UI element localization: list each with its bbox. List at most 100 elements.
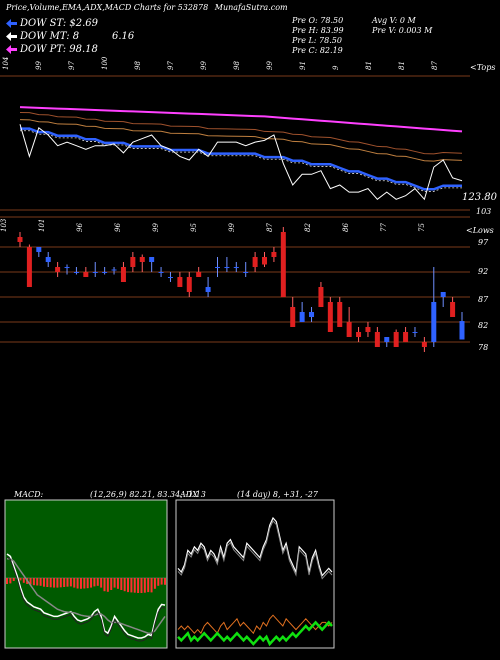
ema-top-label: 97: [68, 61, 76, 70]
candle-body: [36, 247, 42, 252]
candle-body: [309, 312, 315, 317]
adx-panel: [175, 499, 335, 649]
ema-top-label: 97: [167, 61, 175, 70]
candle-top-label: 77: [380, 223, 388, 232]
candle-body: [403, 332, 409, 342]
ema-top-label: 81: [365, 61, 373, 70]
prev-high: Pre H: 83.99: [292, 26, 344, 35]
candle-body: [196, 272, 202, 277]
candle-panel: 103 101 96 96 99 95 99 87 82 86 77 75: [0, 216, 470, 352]
macd-signal-line: [7, 558, 166, 634]
dow-mt-extra: 6.16: [112, 31, 135, 42]
adx-params: (14 day) 8, +31, -27: [237, 490, 318, 499]
ema-top-label: 104: [2, 57, 10, 70]
candle-body: [356, 332, 362, 337]
candle-body: [92, 272, 98, 273]
ema-dashed-line: [20, 130, 462, 192]
axis-label-87: 87: [478, 295, 489, 304]
candle-body: [346, 322, 352, 337]
candle-body: [102, 272, 108, 273]
candle-body: [271, 252, 277, 257]
candle-body: [450, 302, 456, 317]
candle-body: [233, 267, 239, 268]
dow-st-row: DOW ST: $2.69: [6, 18, 98, 29]
dow-st-label: DOW ST: $2.69: [20, 18, 99, 29]
ema-top-label: 99: [200, 61, 208, 70]
candle-body: [120, 267, 126, 282]
dow-pt-arrow-icon: [6, 45, 17, 54]
candle-top-label: 75: [418, 223, 426, 232]
candle-body: [252, 257, 258, 267]
candle-body: [55, 267, 61, 272]
candle-body: [365, 327, 371, 332]
candle-body: [158, 272, 164, 273]
prev-open: Pre O: 78.50: [292, 16, 344, 25]
dow-mt-row: DOW MT: 8: [6, 31, 79, 42]
axis-label-97: 97: [478, 238, 489, 247]
chart-title-text: Price,Volume,EMA,ADX,MACD Charts for 532…: [6, 3, 209, 12]
candle-top-label: 96: [114, 223, 122, 232]
prev-low: Pre L: 78.50: [292, 36, 342, 45]
ema-long-line: [19, 106, 463, 133]
candle-top-label: 96: [76, 223, 84, 232]
candle-body: [318, 287, 324, 307]
ema-top-label: 9: [332, 65, 340, 70]
candle-body: [73, 272, 79, 273]
avg-volume: Avg V: 0 M: [372, 16, 416, 25]
axis-label-103: 103: [476, 207, 492, 216]
ema-top-label: 98: [134, 61, 142, 70]
candle-body: [431, 302, 437, 342]
candle-body: [224, 267, 230, 268]
macd-label: MACD:: [14, 490, 44, 499]
candle-body: [26, 247, 32, 287]
adx-plus-di-line: [177, 614, 333, 635]
macd-params: (12,26,9) 82.21, 83.34, -1.13: [90, 490, 206, 499]
candle-body: [186, 277, 192, 292]
adx-minus-di-line: [177, 620, 333, 647]
candle-body: [384, 337, 390, 342]
macd-shadow-line: [6, 556, 166, 642]
candle-body: [17, 237, 23, 242]
ema-price-line: [19, 124, 463, 201]
chart-title: Price,Volume,EMA,ADX,MACD Charts for 532…: [6, 3, 288, 12]
ema-top-label: 100: [101, 56, 109, 70]
candle-body: [205, 287, 211, 292]
candle-body: [421, 342, 427, 347]
candle-top-label: 99: [152, 223, 160, 232]
candle-body: [290, 307, 296, 327]
candle-body: [167, 277, 173, 278]
adx-shadow-line: [177, 520, 333, 580]
candle-body: [45, 257, 51, 262]
candle-top-label: 101: [38, 219, 46, 232]
dow-pt-label: DOW PT: 98.18: [20, 44, 98, 55]
candle-top-label: 86: [342, 223, 350, 232]
axis-label-78: 78: [478, 343, 489, 352]
candle-body: [459, 321, 465, 340]
ema-price-label: 123.80: [462, 192, 497, 203]
candle-body: [327, 302, 333, 332]
adx-label: ADX: [180, 490, 198, 499]
ema-mid2-line: [19, 119, 463, 162]
macd-line: [6, 553, 166, 639]
candle-body: [393, 332, 399, 347]
adx-background: [175, 499, 335, 649]
candle-body: [139, 257, 145, 262]
ema-short-line: [20, 127, 462, 191]
dow-st-arrow-icon: [6, 19, 17, 28]
candle-top-label: 95: [190, 223, 198, 232]
ema-tops-label: <Tops: [470, 63, 496, 72]
candle-body: [440, 292, 446, 297]
ema-mid-line: [19, 112, 463, 155]
site-name: MunafaSutra.com: [214, 3, 288, 12]
axis-label-82: 82: [478, 321, 489, 330]
candle-body: [83, 272, 89, 277]
dow-pt-row: DOW PT: 98.18: [6, 44, 98, 55]
candle-body: [177, 277, 183, 287]
adx-line: [177, 516, 333, 577]
macd-background: [4, 499, 168, 649]
candle-body: [262, 257, 268, 265]
candle-body: [299, 312, 305, 322]
candle-lows-label: <Lows: [466, 226, 494, 235]
candle-body: [243, 272, 249, 273]
candle-top-label: 99: [228, 223, 236, 232]
